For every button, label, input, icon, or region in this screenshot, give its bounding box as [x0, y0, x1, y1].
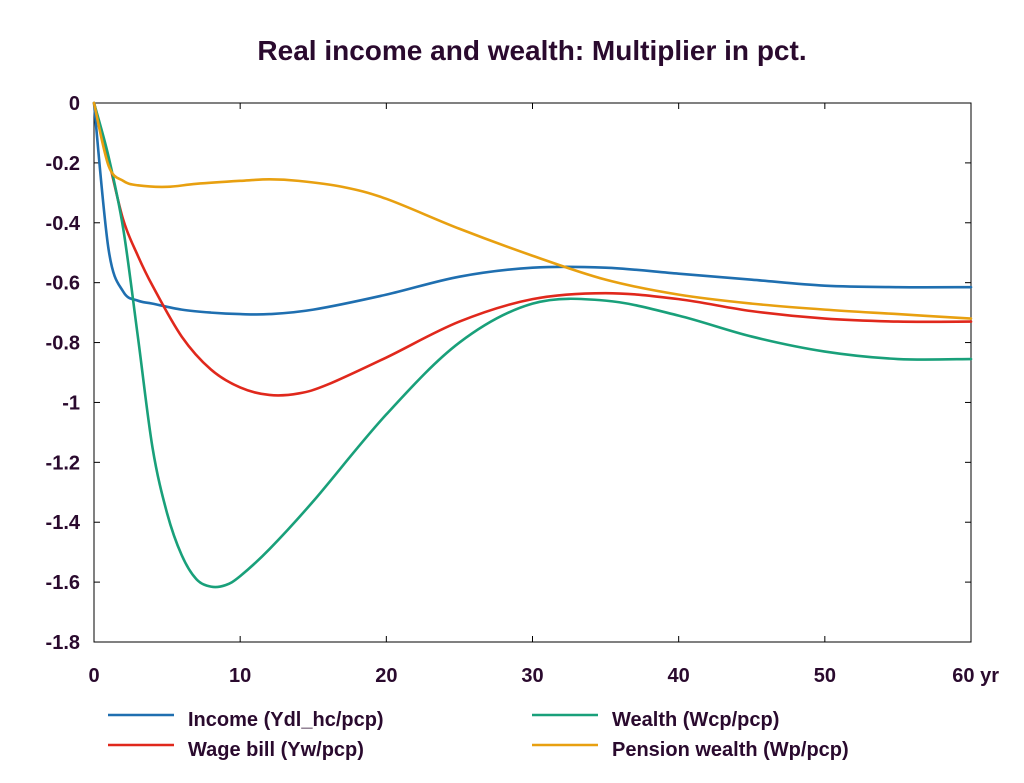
legend-item: Pension wealth (Wp/pcp): [532, 739, 849, 761]
series-line-3: [92, 101, 973, 589]
y-tick-label: -1: [62, 392, 80, 414]
y-tick-label: -1.6: [46, 572, 80, 594]
x-tick-label: 30: [521, 665, 543, 687]
legend-label: Income (Ydl_hc/pcp): [188, 709, 384, 731]
chart-title: Real income and wealth: Multiplier in pc…: [257, 35, 806, 66]
x-tick-label: 20: [375, 665, 397, 687]
y-tick-label: -0.2: [46, 153, 80, 175]
legend-label: Wage bill (Yw/pcp): [188, 739, 364, 761]
y-tick-label: -0.8: [46, 333, 80, 355]
legend-label: Pension wealth (Wp/pcp): [612, 739, 849, 761]
x-tick-label: 50: [814, 665, 836, 687]
legend-item: Wage bill (Yw/pcp): [108, 739, 364, 761]
legend-item: Income (Ydl_hc/pcp): [108, 709, 384, 731]
series-line-1: [92, 101, 973, 316]
legend-item: Wealth (Wcp/pcp): [532, 709, 779, 731]
y-tick-label: 0: [69, 93, 80, 115]
x-axis: 0 10 20 30 40 50 60 yr: [88, 103, 999, 687]
y-tick-label: -0.6: [46, 273, 80, 295]
y-tick-label: -1.2: [46, 452, 80, 474]
x-tick-label: 10: [229, 665, 251, 687]
legend: Income (Ydl_hc/pcp) Wage bill (Yw/pcp) Wea…: [108, 709, 849, 761]
x-tick-label: 60 yr: [952, 665, 999, 687]
y-tick-label: -1.8: [46, 632, 80, 654]
y-axis: 0 -0.2 -0.4 -0.6 -0.8 -1 -1.2 -1.4 -1.6 -1.8: [46, 93, 971, 654]
series-line-2: [92, 101, 973, 397]
series-lines: [92, 101, 973, 589]
y-tick-label: -0.4: [46, 213, 81, 235]
legend-label: Wealth (Wcp/pcp): [612, 709, 779, 731]
x-tick-label: 0: [88, 665, 99, 687]
x-tick-label: 40: [668, 665, 690, 687]
series-line-4: [92, 101, 973, 320]
y-tick-label: -1.4: [46, 512, 81, 534]
